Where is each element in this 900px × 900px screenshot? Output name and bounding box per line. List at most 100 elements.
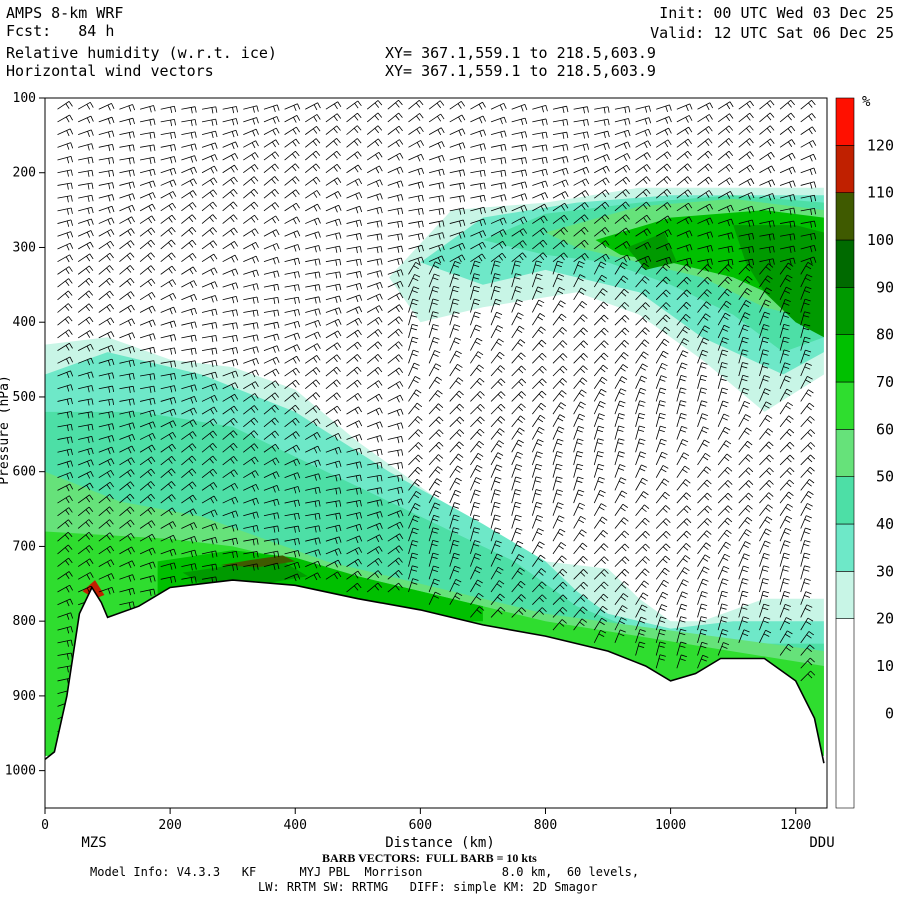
wind-barb	[387, 304, 404, 313]
wind-barb	[490, 182, 507, 190]
wind-barb	[779, 617, 792, 631]
wind-barb	[614, 388, 627, 402]
wind-barb	[284, 355, 301, 364]
wind-barb	[759, 441, 774, 453]
wind-barb	[366, 151, 383, 161]
wind-barb	[284, 271, 300, 279]
wind-barb	[573, 438, 584, 453]
wind-barb	[387, 381, 404, 390]
wind-barb	[57, 290, 73, 301]
wind-barb	[552, 227, 568, 237]
wind-barb	[325, 283, 342, 291]
wind-barb	[119, 318, 135, 327]
wind-barb	[614, 376, 628, 389]
wind-barb	[408, 565, 419, 580]
wind-barb	[676, 439, 689, 453]
x-tick-label: 1200	[780, 818, 811, 833]
wind-barb	[284, 486, 301, 494]
wind-barb	[655, 362, 668, 377]
wind-barb	[160, 408, 177, 417]
wind-barb	[346, 447, 363, 456]
wind-barb	[511, 501, 522, 516]
y-tick-label: 200	[13, 166, 36, 181]
wind-barb	[614, 413, 625, 427]
wind-barb	[243, 381, 259, 390]
wind-barb	[119, 252, 135, 262]
wind-barb	[263, 368, 280, 377]
wind-barb	[305, 537, 321, 545]
wind-barb	[656, 229, 672, 237]
wind-barb	[181, 239, 197, 250]
wind-barb	[222, 118, 239, 126]
wind-barb	[77, 277, 94, 288]
wind-barb	[470, 501, 481, 516]
wind-barb	[160, 119, 176, 127]
wind-barb	[98, 469, 115, 479]
wind-barb	[759, 138, 775, 148]
wind-barb	[304, 163, 321, 174]
wind-barb	[635, 530, 650, 542]
wind-barb	[532, 607, 547, 618]
wind-barb	[552, 451, 563, 466]
wind-barb	[408, 181, 424, 189]
wind-barb	[655, 616, 667, 631]
wind-barb	[222, 510, 239, 519]
wind-barb	[160, 420, 177, 428]
wind-barb	[511, 181, 528, 189]
wind-barb	[201, 442, 217, 453]
wind-barb	[552, 327, 567, 339]
wind-barb	[78, 435, 94, 444]
wind-barb	[635, 629, 646, 643]
wind-barb	[532, 390, 547, 402]
wind-barb	[98, 157, 115, 165]
wind-barb	[573, 463, 584, 478]
wind-barb	[408, 376, 421, 389]
y-tick-label: 500	[13, 390, 36, 405]
wind-barb	[697, 203, 714, 212]
wind-barb	[181, 294, 197, 302]
wind-barb	[738, 324, 750, 339]
colorbar-bin	[835, 571, 855, 619]
wind-barb	[470, 129, 486, 138]
wind-barb	[78, 206, 94, 215]
wind-barb	[98, 265, 114, 275]
wind-barb	[181, 214, 197, 224]
wind-barb	[532, 414, 546, 428]
wind-barb	[119, 265, 135, 275]
wind-barb	[284, 344, 301, 352]
wind-barb	[697, 176, 713, 186]
wind-barb	[57, 472, 74, 480]
wind-barb	[655, 478, 670, 491]
wind-barb	[552, 353, 568, 364]
wind-barb	[573, 413, 585, 428]
wind-barb	[697, 150, 713, 161]
wind-barb	[655, 139, 672, 148]
colorbar-tick-label: 0	[885, 704, 894, 722]
wind-barb	[593, 543, 609, 555]
wind-barb	[717, 276, 733, 288]
wind-barb	[759, 388, 771, 402]
wind-barb	[57, 571, 73, 580]
wind-barb	[490, 351, 505, 364]
wind-barb	[676, 301, 692, 313]
wind-barb	[656, 127, 672, 136]
wind-barb	[139, 305, 156, 314]
wind-barb	[408, 429, 423, 440]
wind-barb	[759, 165, 775, 174]
wind-barb	[552, 515, 565, 529]
wind-barb	[325, 307, 342, 315]
wind-barb	[77, 545, 94, 555]
wind-barb	[697, 276, 712, 288]
wind-barb	[222, 201, 238, 212]
wind-barb	[779, 349, 790, 364]
wind-barb	[387, 449, 404, 457]
wind-barb	[222, 188, 238, 199]
wind-barb	[98, 303, 114, 313]
wind-barb	[57, 460, 74, 468]
colorbar-unit: %	[862, 94, 871, 110]
wind-barb	[325, 113, 342, 123]
barb-note: BARB VECTORS: FULL BARB = 10 kts	[322, 851, 537, 865]
wind-barb	[119, 240, 135, 250]
wind-barb	[717, 177, 734, 186]
wind-barb	[78, 156, 94, 164]
